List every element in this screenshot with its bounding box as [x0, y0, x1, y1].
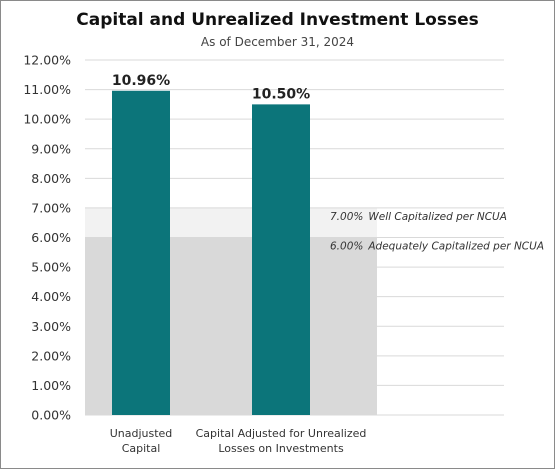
y-tick-label: 8.00%	[31, 171, 71, 186]
bar-value-label: 10.50%	[252, 86, 310, 102]
chart-subtitle: As of December 31, 2024	[200, 35, 355, 49]
threshold-label: 7.00% Well Capitalized per NCUA	[330, 211, 507, 223]
y-tick-label: 5.00%	[31, 260, 71, 275]
threshold-description: Well Capitalized per NCUA	[368, 211, 507, 223]
x-category-label: Capital Adjusted for Unrealized Losses on…	[196, 427, 367, 455]
y-tick-label: 11.00%	[23, 82, 71, 97]
y-tick-label: 10.00%	[23, 112, 71, 127]
bar	[252, 104, 310, 415]
bar-value-label: 10.96%	[112, 73, 170, 89]
y-tick-label: 1.00%	[31, 378, 71, 393]
threshold-percent: 6.00%	[330, 241, 363, 253]
threshold-label: 6.00% Adequately Capitalized per NCUA	[330, 241, 544, 253]
threshold-description: Adequately Capitalized per NCUA	[367, 241, 544, 253]
y-tick-label: 4.00%	[31, 289, 71, 304]
x-category-label-line: Losses on Investments	[218, 442, 344, 455]
y-tick-label: 12.00%	[23, 53, 71, 68]
y-tick-label: 2.00%	[31, 348, 71, 363]
y-tick-label: 3.00%	[31, 319, 71, 334]
y-tick-label: 6.00%	[31, 230, 71, 245]
y-tick-label: 0.00%	[31, 408, 71, 423]
x-category-label-line: Capital	[122, 442, 161, 455]
x-category-label: Unadjusted Capital	[110, 427, 173, 455]
x-category-label-line: Unadjusted	[110, 427, 173, 440]
y-tick-label: 9.00%	[31, 141, 71, 156]
y-tick-label: 7.00%	[31, 200, 71, 215]
threshold-percent: 7.00%	[330, 211, 363, 223]
bar	[112, 90, 170, 416]
chart-title: Capital and Unrealized Investment Losses	[76, 10, 479, 30]
x-category-label-line: Capital Adjusted for Unrealized	[196, 427, 367, 440]
